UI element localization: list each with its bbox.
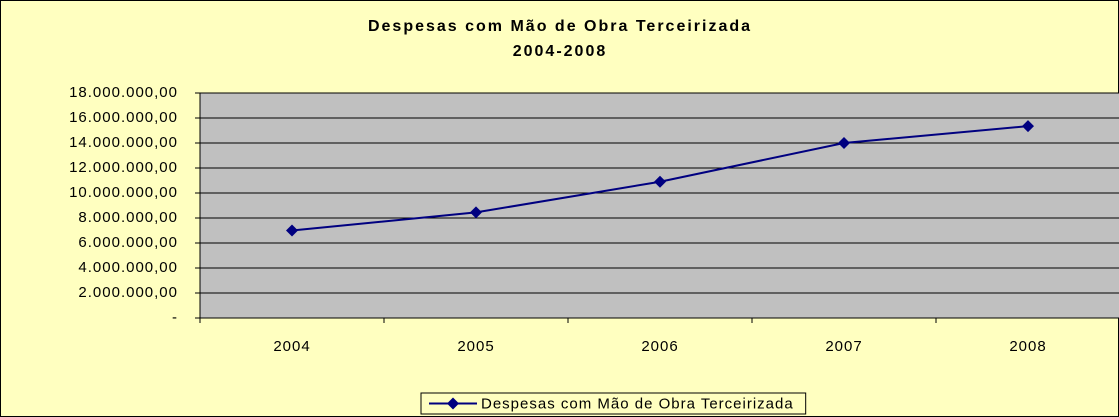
y-tick-label: 2.000.000,00: [78, 284, 178, 301]
x-tick-label: 2007: [825, 338, 862, 355]
y-tick-label: 12.000.000,00: [69, 159, 178, 176]
line-marker: [470, 206, 482, 219]
line-marker: [838, 137, 850, 149]
line-marker: [1022, 120, 1034, 133]
y-tick-label: 14.000.000,00: [69, 134, 178, 151]
y-tick-label: 10.000.000,00: [69, 184, 178, 201]
legend-label: Despesas com Mão de Obra Terceirizada: [481, 395, 794, 412]
plot-area: [200, 93, 1119, 318]
legend-box: [420, 392, 807, 415]
x-tick-label: 2006: [641, 338, 678, 355]
chart-subtitle: 2004-2008: [513, 43, 608, 60]
y-tick-label: 6.000.000,00: [78, 234, 178, 251]
y-tick-label: 18.000.000,00: [69, 84, 178, 101]
y-tick-label: 4.000.000,00: [78, 259, 178, 276]
y-tick-label: 16.000.000,00: [69, 109, 178, 126]
x-tick-label: 2005: [457, 338, 494, 355]
chart-title: Despesas com Mão de Obra Terceirizada: [368, 18, 752, 35]
y-tick-label: 8.000.000,00: [78, 209, 178, 226]
legend-marker: [447, 397, 459, 410]
x-tick-label: 2004: [273, 338, 310, 355]
line-marker: [654, 175, 666, 188]
y-tick-label: -: [172, 309, 178, 326]
line-marker: [286, 224, 298, 237]
x-tick-label: 2008: [1009, 338, 1046, 355]
